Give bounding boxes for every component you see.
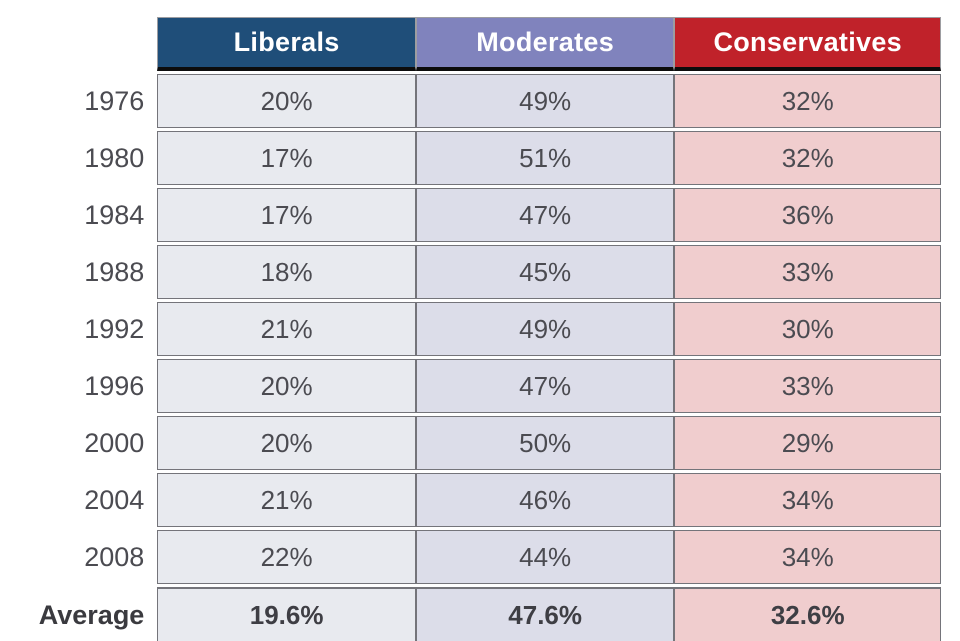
cell-liberals: 17% [157,131,416,185]
cell-moderates: 49% [415,74,675,128]
cell-liberals: 20% [157,359,416,413]
cell-moderates: 44% [415,530,675,584]
row-label-average: Average [0,587,158,641]
cell-conservatives: 32% [674,131,941,185]
cell-liberals: 21% [157,302,416,356]
corner-cell [0,17,158,71]
average-row: Average 19.6% 47.6% 32.6% [0,587,941,641]
row-label-2008: 2008 [0,530,158,584]
table-row: 1984 17% 47% 36% [0,188,941,242]
row-label-1980: 1980 [0,131,158,185]
cell-conservatives: 33% [674,359,941,413]
table-row: 1992 21% 49% 30% [0,302,941,356]
cell-moderates: 46% [415,473,675,527]
row-label-1976: 1976 [0,74,158,128]
cell-conservatives: 34% [674,473,941,527]
row-label-1992: 1992 [0,302,158,356]
cell-liberals: 21% [157,473,416,527]
cell-moderates: 51% [415,131,675,185]
header-row: Liberals Moderates Conservatives [0,17,941,71]
table-row: 1988 18% 45% 33% [0,245,941,299]
row-label-2000: 2000 [0,416,158,470]
cell-liberals: 17% [157,188,416,242]
table-row: 2004 21% 46% 34% [0,473,941,527]
cell-liberals: 18% [157,245,416,299]
cell-conservatives: 36% [674,188,941,242]
table-row: 2000 20% 50% 29% [0,416,941,470]
cell-moderates: 45% [415,245,675,299]
row-label-1984: 1984 [0,188,158,242]
cell-conservatives: 34% [674,530,941,584]
row-label-2004: 2004 [0,473,158,527]
column-header-moderates: Moderates [415,17,675,71]
cell-conservatives: 29% [674,416,941,470]
cell-liberals: 20% [157,74,416,128]
table-row: 1980 17% 51% 32% [0,131,941,185]
ideology-table: Liberals Moderates Conservatives 1976 20… [0,14,941,641]
table-row: 2008 22% 44% 34% [0,530,941,584]
column-header-conservatives: Conservatives [674,17,941,71]
table-row: 1976 20% 49% 32% [0,74,941,128]
cell-liberals: 20% [157,416,416,470]
cell-moderates: 49% [415,302,675,356]
cell-conservatives: 33% [674,245,941,299]
row-label-1996: 1996 [0,359,158,413]
column-header-liberals: Liberals [157,17,416,71]
cell-moderates: 47% [415,359,675,413]
cell-moderates: 50% [415,416,675,470]
cell-moderates-average: 47.6% [415,587,675,641]
cell-conservatives: 30% [674,302,941,356]
cell-conservatives-average: 32.6% [674,587,941,641]
cell-liberals-average: 19.6% [157,587,416,641]
cell-liberals: 22% [157,530,416,584]
cell-conservatives: 32% [674,74,941,128]
row-label-1988: 1988 [0,245,158,299]
table-row: 1996 20% 47% 33% [0,359,941,413]
cell-moderates: 47% [415,188,675,242]
